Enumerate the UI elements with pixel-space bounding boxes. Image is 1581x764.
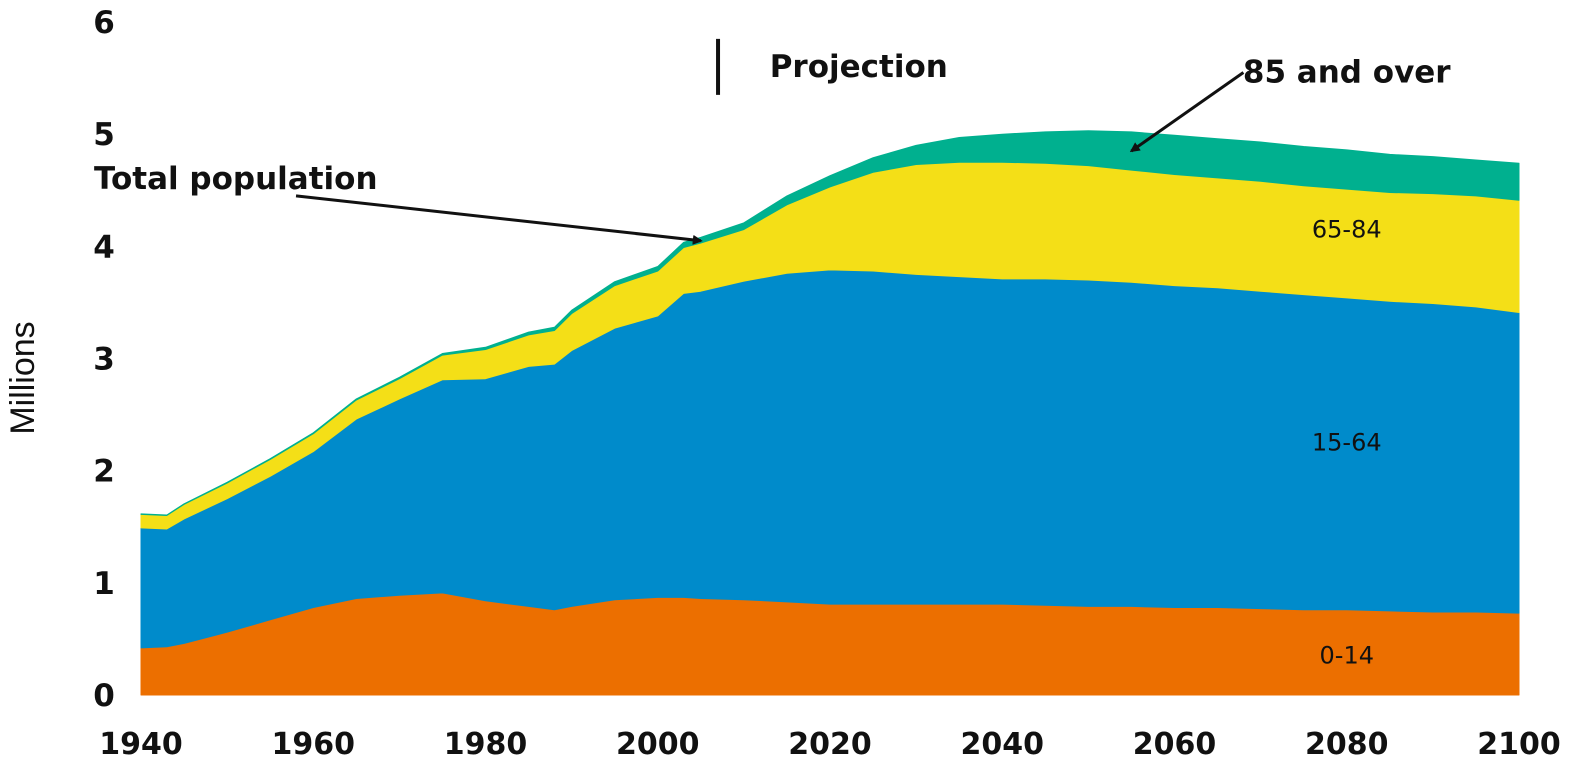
x-tick-label: 1980 bbox=[444, 727, 528, 762]
stacked-areas bbox=[140, 130, 1520, 696]
x-tick-label: 2100 bbox=[1477, 727, 1561, 762]
x-tick-label: 2080 bbox=[1305, 727, 1389, 762]
y-axis-ticks: 0 1 2 3 4 5 6 bbox=[93, 5, 115, 714]
series-labels: 0-14 15-64 65-84 bbox=[1312, 216, 1382, 670]
area-85-and-over bbox=[140, 130, 1520, 516]
annotations: Total population 85 and over Projection bbox=[94, 38, 1451, 245]
annotation-arrow bbox=[1129, 71, 1245, 153]
annotation-85-and-over: 85 and over bbox=[1243, 54, 1451, 90]
series-label-0-14: 0-14 bbox=[1320, 642, 1374, 670]
x-tick-label: 2060 bbox=[1133, 727, 1217, 762]
x-tick-label: 2020 bbox=[788, 727, 872, 762]
area-15-64 bbox=[140, 269, 1520, 649]
projection-label: Projection bbox=[770, 49, 948, 85]
annotation-total-population: Total population bbox=[94, 161, 378, 197]
y-tick-label: 5 bbox=[93, 117, 115, 153]
y-tick-label: 0 bbox=[93, 678, 115, 714]
x-tick-label: 1940 bbox=[99, 727, 183, 762]
x-tick-label: 2000 bbox=[616, 727, 700, 762]
y-tick-label: 2 bbox=[93, 454, 115, 490]
series-label-15-64: 15-64 bbox=[1312, 429, 1382, 457]
y-tick-label: 6 bbox=[93, 5, 115, 41]
x-tick-label: 1960 bbox=[272, 727, 356, 762]
series-label-65-84: 65-84 bbox=[1312, 216, 1382, 244]
annotation-arrow bbox=[295, 194, 703, 245]
x-tick-label: 2040 bbox=[961, 727, 1045, 762]
y-tick-label: 3 bbox=[93, 342, 115, 378]
x-axis-ticks: 1940 1960 1980 2000 2020 2040 2060 2080 2100 bbox=[99, 727, 1561, 762]
y-tick-label: 1 bbox=[93, 566, 115, 602]
y-axis-label: Millions bbox=[4, 321, 42, 434]
y-tick-label: 4 bbox=[93, 229, 115, 265]
